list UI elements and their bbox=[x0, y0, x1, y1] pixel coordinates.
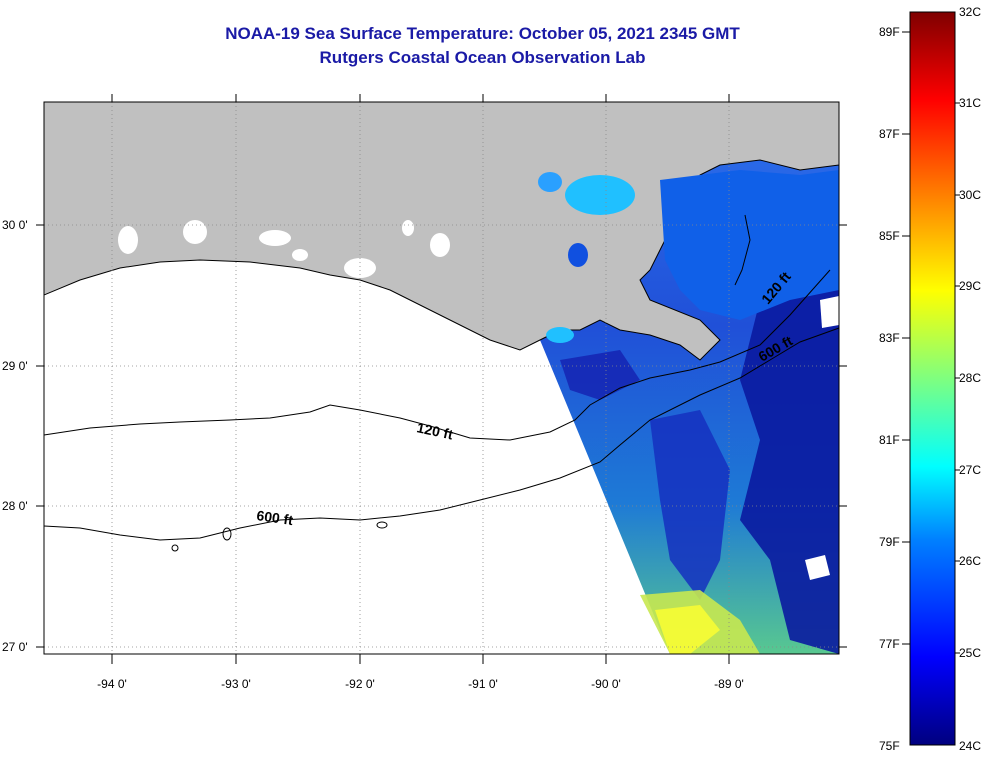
lat-tick-label: 28 0' bbox=[2, 499, 28, 513]
colorbar-f-label: 85F bbox=[879, 229, 900, 243]
lon-tick-label: -90 0' bbox=[591, 677, 621, 691]
colorbar-c-label: 30C bbox=[959, 188, 981, 202]
colorbar-f-label: 81F bbox=[879, 433, 900, 447]
lake bbox=[259, 230, 291, 246]
colorbar-c-label: 25C bbox=[959, 646, 981, 660]
lon-tick-label: -89 0' bbox=[714, 677, 744, 691]
axis-ticks bbox=[36, 94, 847, 664]
cold-water-patch bbox=[650, 410, 730, 600]
contour-600ft-west bbox=[43, 327, 840, 541]
lake bbox=[118, 226, 138, 254]
colorbar-f-label: 89F bbox=[879, 25, 900, 39]
lat-tick-label: 29 0' bbox=[2, 359, 28, 373]
bay bbox=[538, 172, 562, 192]
lake bbox=[183, 220, 207, 244]
cloud-patch bbox=[820, 296, 839, 328]
colorbar-f-label: 79F bbox=[879, 535, 900, 549]
colorbar-c-label: 29C bbox=[959, 279, 981, 293]
colorbar-c-label: 24C bbox=[959, 739, 981, 753]
lake bbox=[430, 233, 450, 257]
lon-tick-label: -94 0' bbox=[97, 677, 127, 691]
grid bbox=[44, 102, 839, 654]
colorbar bbox=[909, 11, 956, 746]
contour-120ft-west bbox=[43, 269, 831, 441]
lon-tick-label: -93 0' bbox=[221, 677, 251, 691]
lake bbox=[402, 220, 414, 236]
lake bbox=[292, 249, 308, 261]
bay bbox=[546, 327, 574, 343]
colorbar-f-label: 75F bbox=[879, 739, 900, 753]
bathymetry-contours bbox=[43, 214, 840, 552]
bay bbox=[565, 175, 635, 215]
lon-tick-label: -92 0' bbox=[345, 677, 375, 691]
map-subtitle: Rutgers Coastal Ocean Observation Lab bbox=[319, 48, 646, 67]
lat-tick-label: 30 0' bbox=[2, 218, 28, 232]
bay bbox=[568, 243, 588, 267]
cloud-patch bbox=[805, 555, 830, 580]
colorbar-f-label: 83F bbox=[879, 331, 900, 345]
colorbar-c-label: 32C bbox=[959, 5, 981, 19]
contour-label: 600 ft bbox=[256, 507, 295, 528]
contour-label: 120 ft bbox=[415, 419, 454, 442]
bay bbox=[660, 170, 839, 320]
lake bbox=[344, 258, 376, 278]
colorbar-c-label: 28C bbox=[959, 371, 981, 385]
colorbar-c-label: 26C bbox=[959, 554, 981, 568]
map-title: NOAA-19 Sea Surface Temperature: October… bbox=[225, 24, 740, 43]
warm-water-patch bbox=[655, 605, 720, 654]
colorbar-c-label: 31C bbox=[959, 96, 981, 110]
colorbar-c-label: 27C bbox=[959, 463, 981, 477]
map-frame bbox=[43, 101, 840, 655]
colorbar-ticks bbox=[902, 31, 960, 654]
colorbar-f-label: 87F bbox=[879, 127, 900, 141]
lon-tick-label: -91 0' bbox=[468, 677, 498, 691]
colorbar-f-label: 77F bbox=[879, 637, 900, 651]
lat-tick-label: 27 0' bbox=[2, 640, 28, 654]
